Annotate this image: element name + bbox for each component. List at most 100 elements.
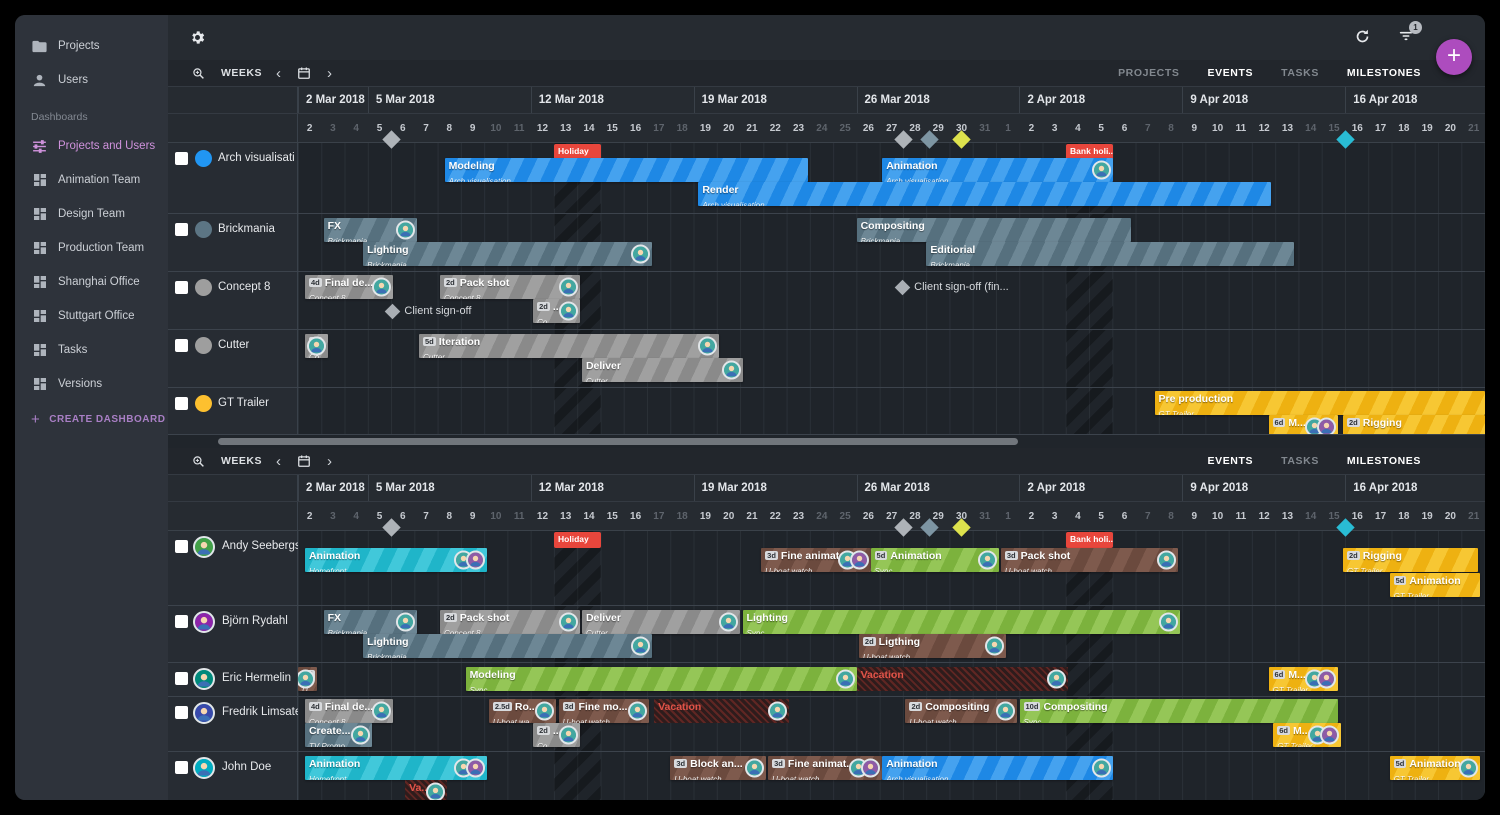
- event-bar[interactable]: Holiday: [554, 144, 601, 160]
- tab-projects[interactable]: PROJECTS: [1118, 67, 1180, 79]
- task-bar[interactable]: Editiorial Brickmania: [926, 242, 1295, 266]
- task-bar[interactable]: Render Arch visualisation: [698, 182, 1271, 206]
- task-bar[interactable]: Create... TV Promo: [304, 723, 373, 747]
- row-checkbox[interactable]: [175, 223, 188, 236]
- chevron-left-icon[interactable]: ‹: [276, 452, 282, 470]
- task-bar[interactable]: 6dM...GT Trailer: [1268, 415, 1339, 434]
- task-bar[interactable]: 2d Pack shot Concept 8: [439, 610, 580, 634]
- event-bar[interactable]: Holiday: [554, 532, 601, 548]
- task-bar[interactable]: 3d Pack shot U-boat watch: [1000, 548, 1178, 572]
- zoom-icon[interactable]: [189, 64, 207, 82]
- event-bar[interactable]: Bank holi...: [1066, 532, 1113, 548]
- chevron-right-icon[interactable]: ›: [327, 452, 333, 470]
- tab-tasks[interactable]: TASKS: [1281, 67, 1319, 79]
- task-bar[interactable]: 2d Pack shot Concept 8: [439, 275, 580, 299]
- row-checkbox[interactable]: [175, 339, 188, 352]
- task-bar[interactable]: Compositing Brickmania: [856, 218, 1132, 242]
- task-bar[interactable]: 3d Fine animat... U-boat watch: [768, 756, 883, 780]
- tab-tasks[interactable]: TASKS: [1281, 455, 1319, 467]
- row-checkbox[interactable]: [175, 706, 188, 719]
- task-bar[interactable]: 10d Compositing Sync: [1019, 699, 1339, 723]
- task-bar[interactable]: Modeling Arch visualisation: [444, 158, 808, 182]
- filter-button[interactable]: 1: [1397, 21, 1422, 45]
- tab-milestones[interactable]: MILESTONES: [1346, 455, 1421, 467]
- sidebar-dashboard-shanghai-office[interactable]: Shanghai Office: [15, 265, 168, 299]
- task-title: Final de...: [324, 700, 374, 713]
- create-dashboard-button[interactable]: + CREATE DASHBOARD: [15, 401, 168, 428]
- task-bar[interactable]: Lighting Sync: [742, 610, 1181, 634]
- task-bar[interactable]: Lighting Brickmania: [363, 634, 652, 658]
- task-bar[interactable]: 4d Final de... Concept 8: [304, 699, 394, 723]
- sidebar-item-projects[interactable]: Projects: [15, 29, 168, 63]
- task-bar[interactable]: 3d Fine mo... U-boat watch: [558, 699, 650, 723]
- tab-events[interactable]: EVENTS: [1207, 67, 1254, 79]
- task-bar[interactable]: Pre production GT Trailer: [1154, 391, 1485, 415]
- task-bar[interactable]: 3d Fine animat... U-boat watch: [761, 548, 871, 572]
- sidebar-dashboard-design-team[interactable]: Design Team: [15, 197, 168, 231]
- row-checkbox[interactable]: [175, 152, 188, 165]
- task-bar[interactable]: FX Brickmania: [323, 610, 417, 634]
- task-bar[interactable]: Animation Homefront: [304, 548, 487, 572]
- sidebar-dashboard-versions[interactable]: Versions: [15, 367, 168, 401]
- task-title: Animation: [308, 757, 361, 770]
- task-title: Compositing: [925, 700, 990, 713]
- task-bar[interactable]: 5d Animation GT Trailer: [1389, 573, 1481, 597]
- task-bar[interactable]: Vacation: [856, 667, 1069, 691]
- task-bar[interactable]: Modeling Sync: [465, 667, 857, 691]
- refresh-button[interactable]: [1353, 27, 1371, 45]
- task-bar[interactable]: Lighting Brickmania: [363, 242, 652, 266]
- sidebar-dashboard-projects-and-users[interactable]: Projects and Users: [15, 129, 168, 163]
- task-bar[interactable]: 2d... Co...: [533, 299, 580, 323]
- tab-milestones[interactable]: MILESTONES: [1346, 67, 1421, 79]
- row-checkbox[interactable]: [175, 397, 188, 410]
- task-bar[interactable]: 2.5d Ro... U-boat wa...: [488, 699, 557, 723]
- task-bar[interactable]: Deliver Cutter: [581, 358, 743, 382]
- task-bar[interactable]: 2d Compositing U-boat watch: [905, 699, 1018, 723]
- scrollbar-thumb[interactable]: [218, 438, 1018, 445]
- task-bar[interactable]: Deliver Cutter: [581, 610, 741, 634]
- task-bar[interactable]: 1dU...: [298, 667, 317, 691]
- tab-events[interactable]: EVENTS: [1207, 455, 1254, 467]
- sidebar-dashboard-production-team[interactable]: Production Team: [15, 231, 168, 265]
- sidebar-dashboard-tasks[interactable]: Tasks: [15, 333, 168, 367]
- row-checkbox[interactable]: [175, 615, 188, 628]
- calendar-icon[interactable]: [295, 452, 313, 470]
- task-bar[interactable]: 3d Block an... U-boat watch: [670, 756, 766, 780]
- row-checkbox[interactable]: [175, 672, 188, 685]
- zoom-icon[interactable]: [189, 452, 207, 470]
- horizontal-scrollbar: [168, 435, 1485, 448]
- settings-gear-button[interactable]: [188, 28, 206, 46]
- row-checkbox[interactable]: [175, 281, 188, 294]
- task-bar[interactable]: 4d Final de... Concept 8: [304, 275, 394, 299]
- project-color-dot: [195, 150, 212, 167]
- task-bar[interactable]: 2d Ligthing U-boat watch: [858, 634, 1006, 658]
- task-bar[interactable]: 5d Iteration Cutter: [419, 334, 720, 358]
- task-bar[interactable]: Vacation: [654, 699, 790, 723]
- milestone[interactable]: Client sign-off (fin...: [894, 279, 1009, 295]
- row-checkbox[interactable]: [175, 761, 188, 774]
- add-fab-button[interactable]: +: [1436, 39, 1472, 75]
- task-bar[interactable]: Animation Homefront: [304, 756, 487, 780]
- sidebar-dashboard-animation-team[interactable]: Animation Team: [15, 163, 168, 197]
- task-bar[interactable]: 6dCo...: [304, 334, 329, 358]
- task-bar[interactable]: 5d Animation Sync: [870, 548, 999, 572]
- calendar-icon[interactable]: [295, 64, 313, 82]
- filter-badge: 1: [1409, 21, 1422, 34]
- task-bar[interactable]: FX Brickmania: [323, 218, 417, 242]
- task-bar[interactable]: Animation Arch visualisation: [882, 756, 1113, 780]
- chevron-left-icon[interactable]: ‹: [276, 64, 282, 82]
- task-bar[interactable]: 5d Animation GT Trailer: [1389, 756, 1481, 780]
- sidebar-dashboard-stuttgart-office[interactable]: Stuttgart Office: [15, 299, 168, 333]
- task-bar[interactable]: Animation Arch visualisation: [882, 158, 1113, 182]
- sidebar-item-users[interactable]: Users: [15, 63, 168, 97]
- milestone[interactable]: Client sign-off: [385, 303, 471, 319]
- row-checkbox[interactable]: [175, 540, 188, 553]
- task-bar[interactable]: 2d... Co...: [533, 723, 580, 747]
- event-bar[interactable]: Bank holi...: [1066, 144, 1113, 160]
- chevron-right-icon[interactable]: ›: [327, 64, 333, 82]
- task-bar[interactable]: Va...: [405, 780, 447, 800]
